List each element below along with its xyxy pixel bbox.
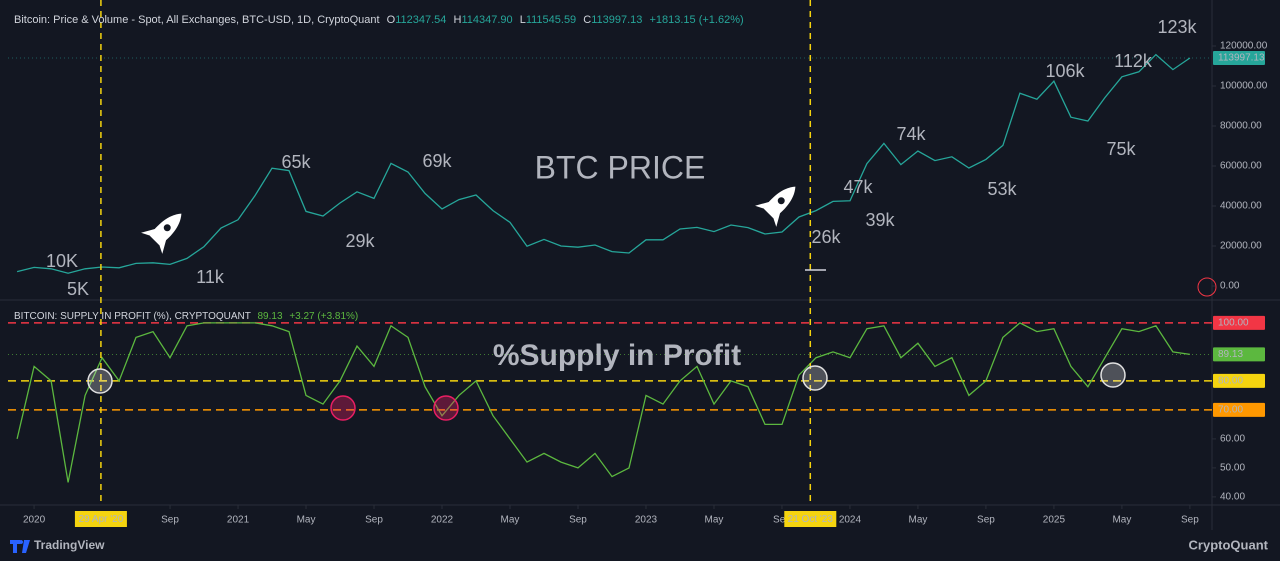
annotation: 26k (811, 227, 841, 247)
annotation: 10K (46, 251, 78, 271)
highlight-circle (1100, 362, 1126, 388)
x-tick-label: May (297, 515, 316, 526)
axis-badge (1213, 402, 1265, 417)
x-tick-label: May (705, 515, 724, 526)
plot-layer: 0.00 20000.00 40000.00 60000.00 80000.00 1000… (8, 0, 1268, 527)
annotation: 47k (843, 177, 873, 197)
annotation: 123k (1157, 17, 1197, 37)
indicator-change: +3.27 (+3.81%) (289, 311, 358, 322)
annotation: BTC PRICE (535, 149, 706, 185)
annotation: 112k (1114, 51, 1153, 71)
x-tick-label: Sep (365, 515, 383, 526)
ohlc-label: O (387, 14, 396, 26)
x-tick-label: Sep (569, 515, 587, 526)
y-tick-label: 60000.00 (1220, 161, 1262, 172)
highlight-circle (87, 368, 113, 394)
date-marker-label: 21 Oct '23 (788, 514, 834, 525)
y-tick-label: 20000.00 (1220, 241, 1262, 252)
y-tick-label: 120000.00 (1220, 41, 1268, 52)
x-tick-label: 2023 (635, 515, 658, 526)
axis-badge (1213, 373, 1265, 388)
footer-bar (0, 531, 1280, 561)
chart-title: Bitcoin: Price & Volume - Spot, All Exch… (14, 14, 380, 26)
y-tick-label: 50.00 (1220, 463, 1245, 474)
y-tick-label: 40.00 (1220, 492, 1245, 503)
annotation: 69k (422, 151, 452, 171)
annotation: 74k (896, 124, 926, 144)
x-tick-label: May (908, 515, 927, 526)
price-change: +1813.15 (+1.62%) (649, 14, 743, 26)
indicator-title: BITCOIN: SUPPLY IN PROFIT (%), CRYPTOQUA… (14, 311, 251, 322)
axis-badge-label: 70.00 (1218, 405, 1243, 416)
y-tick-label: 0.00 (1220, 281, 1240, 292)
highlight-circle (330, 395, 356, 421)
footer-left: TradingView (34, 538, 105, 552)
indicator-value: 89.13 (258, 311, 283, 322)
alert-icon (1197, 277, 1217, 297)
footer-right: CryptoQuant (1189, 537, 1269, 552)
ohlc-label: L (520, 14, 526, 26)
annotation: 53k (987, 179, 1017, 199)
x-tick-label: 2020 (23, 515, 46, 526)
annotation: 75k (1106, 139, 1136, 159)
ohlc-value: 111545.59 (526, 14, 576, 26)
ohlc-label: C (583, 14, 591, 26)
highlight-circle (802, 365, 828, 391)
x-tick-label: Sep (773, 515, 791, 526)
annotation: 29k (345, 231, 375, 251)
series-line (16, 53, 1191, 274)
x-tick-label: 2025 (1043, 515, 1066, 526)
ohlc-value: 114347.90 (461, 14, 512, 26)
y-tick-label: 40000.00 (1220, 201, 1262, 212)
ohlc-value: 113997.13 (591, 14, 642, 26)
y-tick-label: 60.00 (1220, 434, 1245, 445)
date-marker-badge (784, 511, 837, 527)
axis-badge-label: 80.00 (1218, 376, 1243, 387)
highlight-circle (433, 395, 459, 421)
annotation: 11k (196, 267, 225, 287)
ohlc-label: H (453, 14, 461, 26)
axis-badge (1213, 51, 1265, 66)
x-tick-label: May (1112, 515, 1131, 526)
axis-badge-label: 113997.13 (1218, 53, 1265, 64)
date-marker-label: 29 Apr '20 (79, 514, 124, 525)
axis-badge (1213, 315, 1265, 330)
price-header: Bitcoin: Price & Volume - Spot, All Exch… (14, 14, 744, 26)
annotation: 106k (1045, 61, 1085, 81)
annotation: 65k (281, 152, 311, 172)
indicator-header: BITCOIN: SUPPLY IN PROFIT (%), CRYPTOQUA… (14, 311, 358, 322)
y-tick-label: 80000.00 (1220, 121, 1262, 132)
series-line (16, 322, 1190, 483)
ohlc-value: 112347.54 (395, 14, 446, 26)
date-marker-badge (74, 511, 127, 527)
x-tick-label: May (501, 515, 520, 526)
annotation: 39k (865, 210, 895, 230)
axis-badge-label: 100.00 (1218, 318, 1249, 329)
x-tick-label: 2024 (839, 515, 862, 526)
x-tick-label: Sep (977, 515, 995, 526)
x-tick-label: Sep (1181, 515, 1199, 526)
x-tick-label: Sep (161, 515, 179, 526)
annotation: 5K (67, 279, 89, 299)
x-tick-label: 2021 (227, 515, 250, 526)
annotation: %Supply in Profit (493, 339, 741, 372)
footer-logo (10, 540, 30, 553)
x-tick-label: 2022 (431, 515, 454, 526)
y-tick-label: 100000.00 (1220, 81, 1268, 92)
axis-badge (1213, 347, 1265, 362)
axis-badge-label: 89.13 (1218, 349, 1243, 360)
